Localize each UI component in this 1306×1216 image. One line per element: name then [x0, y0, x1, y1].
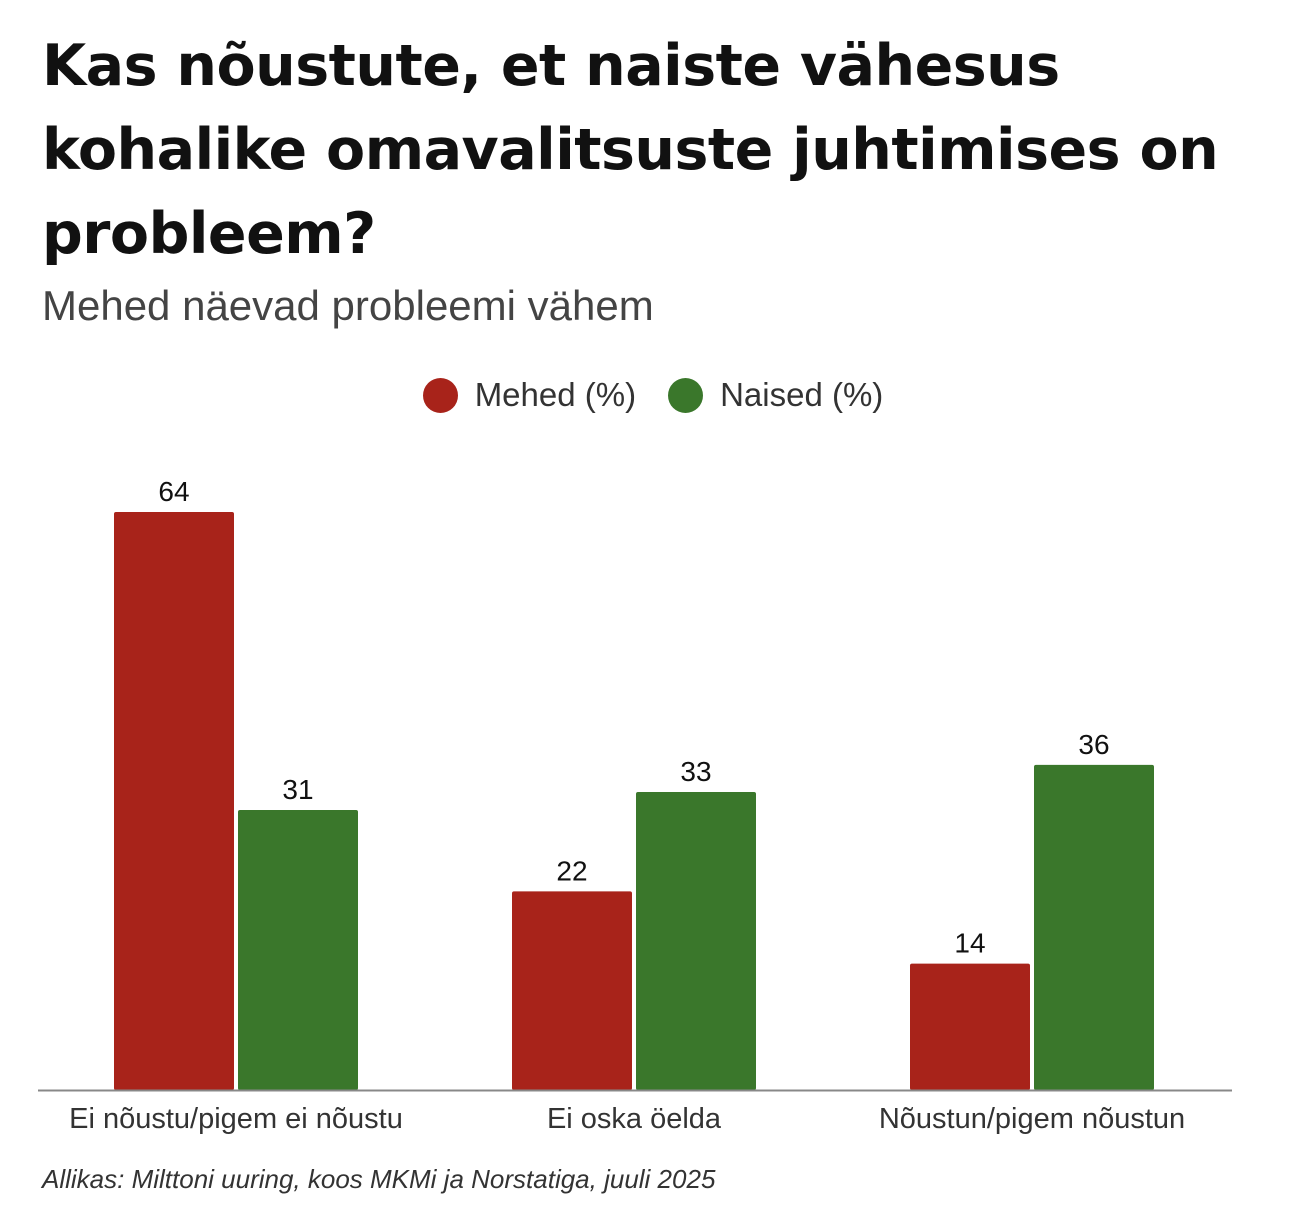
legend-swatch-naised [668, 377, 704, 413]
x-tick-label-1: Ei oska öelda [547, 1103, 722, 1135]
data-label-mehed-2: 14 [954, 928, 985, 959]
data-label-naised-2: 36 [1078, 729, 1109, 760]
x-tick-label-2: Nõustun/pigem nõustun [879, 1103, 1185, 1135]
bar-naised-1 [636, 791, 756, 1090]
bar-mehed-2 [910, 963, 1030, 1090]
bar-mehed-1 [512, 891, 632, 1090]
bar-mehed-0 [114, 512, 234, 1090]
x-tick-label-0: Ei nõustu/pigem ei nõustu [69, 1103, 403, 1135]
legend-item-mehed: Mehed (%) [422, 376, 637, 414]
legend-label-naised: Naised (%) [720, 376, 884, 413]
bar-naised-0 [238, 810, 358, 1090]
data-label-naised-1: 33 [680, 756, 711, 787]
source-note: Allikas: Milttoni uuring, koos MKMi ja N… [42, 1164, 716, 1194]
legend-label-mehed: Mehed (%) [474, 376, 637, 413]
data-label-mehed-1: 22 [556, 855, 587, 886]
data-label-mehed-0: 64 [158, 476, 189, 507]
bar-naised-2 [1034, 764, 1154, 1090]
legend-swatch-mehed [422, 377, 458, 413]
legend-item-naised: Naised (%) [668, 376, 883, 414]
data-label-naised-0: 31 [282, 774, 313, 805]
chart-title: Kas nõustute, et naiste vähesus kohalike… [42, 33, 1219, 267]
legend: Mehed (%) Naised (%) [0, 376, 1306, 414]
chart-subtitle: Mehed näevad probleemi vähem [42, 282, 654, 329]
